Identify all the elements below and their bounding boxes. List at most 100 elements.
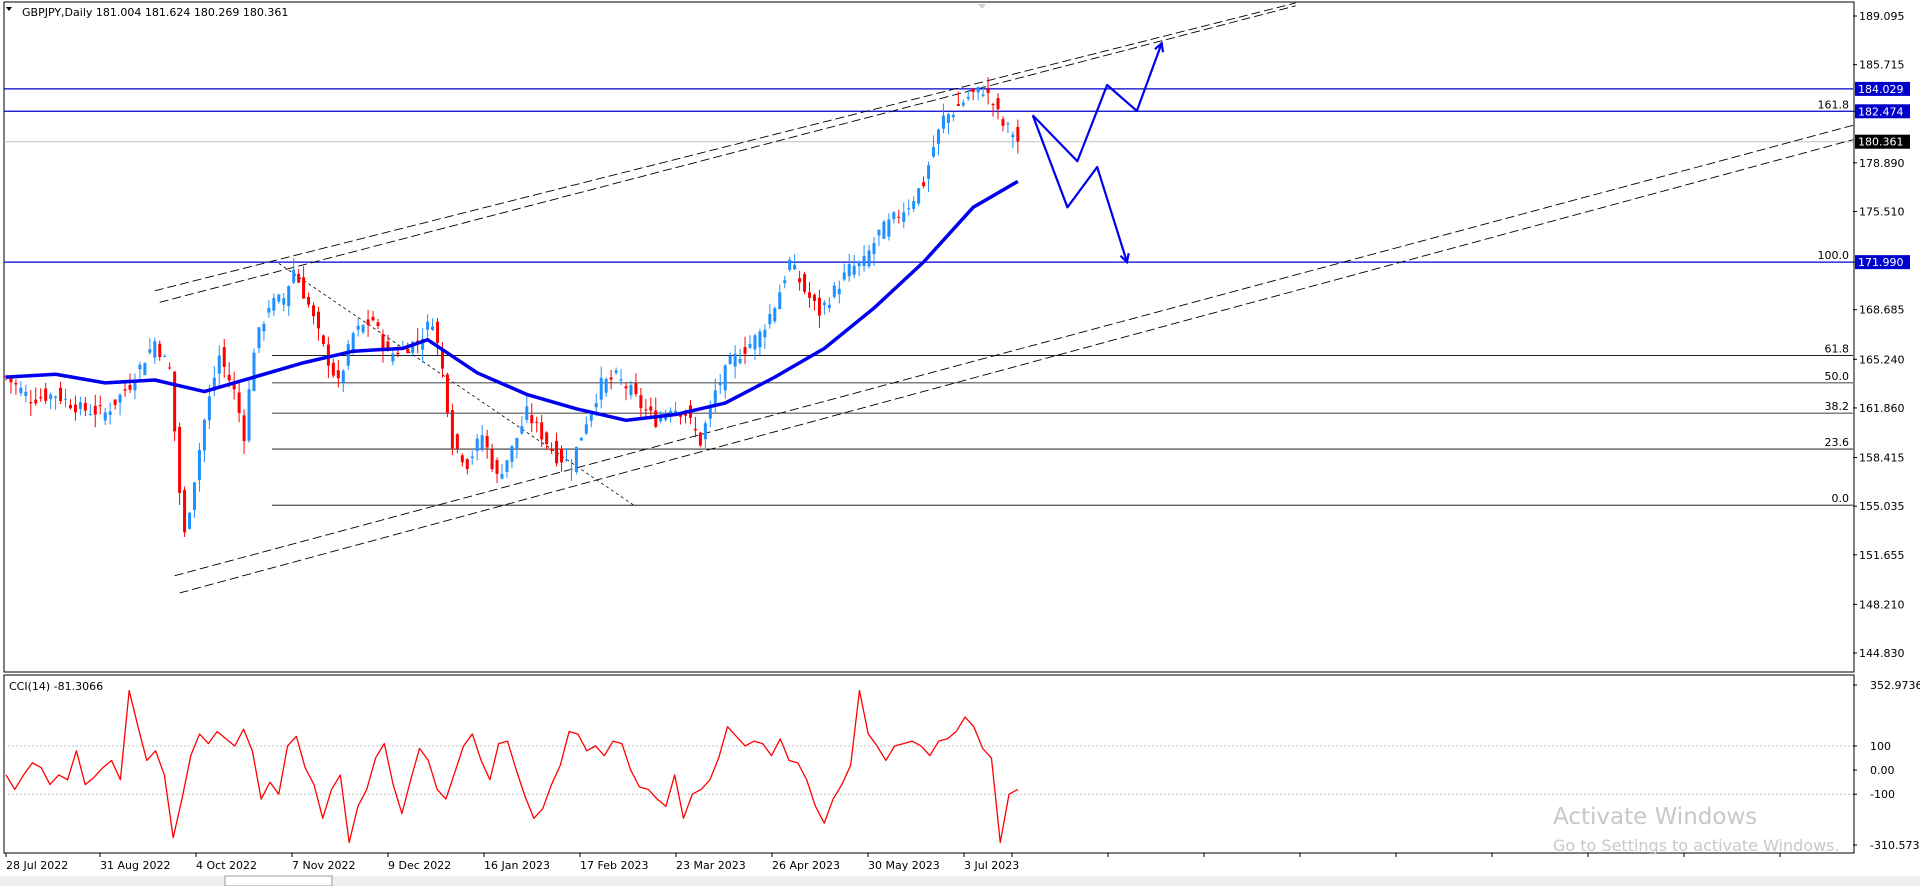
candle-body	[292, 269, 296, 283]
candle-body	[956, 103, 960, 106]
candle-body	[604, 378, 608, 393]
candle-body	[321, 335, 325, 344]
candle-body	[267, 307, 271, 313]
cci-indicator-area[interactable]	[3, 674, 1855, 854]
candle-body	[262, 324, 266, 332]
candle-body	[822, 302, 826, 305]
candle-body	[1016, 126, 1020, 142]
candle-body	[753, 335, 757, 350]
time-tick-label: 9 Dec 2022	[388, 859, 451, 872]
candle-body	[277, 294, 281, 302]
candle-body	[19, 387, 23, 394]
candle-body	[212, 377, 216, 391]
level-price-badge	[1855, 81, 1910, 96]
forecast-path	[1031, 42, 1163, 163]
candle-body	[227, 374, 231, 381]
candle-body	[817, 297, 821, 316]
candle-body	[396, 352, 400, 355]
channel-line[interactable]	[159, 5, 1296, 303]
time-tick-label: 3 Jul 2023	[964, 859, 1019, 872]
candle-body	[73, 404, 77, 413]
candle-body	[634, 383, 638, 394]
candle-body	[763, 329, 767, 338]
candle-body	[525, 406, 529, 420]
candle-body	[798, 278, 802, 283]
candle-body	[455, 434, 459, 449]
candle-body	[192, 482, 196, 511]
candle-body	[589, 411, 593, 421]
candle-body	[644, 409, 648, 411]
time-tick-label: 16 Jan 2023	[484, 859, 550, 872]
arrow-head-icon	[1119, 252, 1130, 265]
trend-channels[interactable]	[154, 2, 1854, 594]
cci-series-line	[5, 689, 1019, 844]
fib-level-label: 50.0	[1825, 370, 1850, 383]
channel-line[interactable]	[154, 2, 1296, 292]
candle-body	[168, 367, 172, 369]
time-tick-label: 7 Nov 2022	[292, 859, 355, 872]
candle-body	[693, 428, 697, 431]
time-tick-label: 23 Mar 2023	[676, 859, 746, 872]
candle-body	[877, 229, 881, 236]
channel-line[interactable]	[174, 124, 1854, 577]
candle-body	[966, 96, 970, 99]
candle-body	[217, 355, 221, 374]
level-price-badge-label: 171.990	[1858, 256, 1904, 269]
candle-body	[336, 370, 340, 379]
candle-body	[922, 182, 926, 187]
candle-body	[748, 343, 752, 348]
candle-body	[391, 353, 395, 362]
candle-body	[788, 259, 792, 270]
cci-tick-label: -100	[1870, 788, 1895, 801]
candle-body	[927, 165, 931, 179]
time-tick-label: 30 May 2023	[868, 859, 940, 872]
candle-body	[371, 316, 375, 321]
candle-body	[907, 208, 911, 210]
cci-tick-label: 0.00	[1870, 764, 1895, 777]
candle-body	[778, 292, 782, 310]
candle-body	[411, 341, 415, 353]
candle-body	[803, 273, 807, 292]
candle-body	[431, 326, 435, 331]
candle-body	[64, 398, 68, 400]
level-price-badge-label: 182.474	[1858, 105, 1904, 118]
candle-body	[574, 446, 578, 472]
candle-body	[445, 374, 449, 413]
candle-body	[242, 415, 246, 442]
bottom-tab-bar[interactable]	[0, 876, 1920, 886]
candle-body	[297, 273, 301, 283]
price-tick-label: 155.035	[1859, 500, 1905, 513]
candle-body	[341, 370, 345, 383]
moving-average	[5, 179, 1019, 423]
time-tick-label: 26 Apr 2023	[772, 859, 840, 872]
candle-body	[153, 341, 157, 358]
cci-title: CCI(14) -81.3066	[9, 680, 103, 693]
tab-gbpjpy[interactable]	[224, 875, 333, 886]
activate-windows-title: Activate Windows	[1553, 804, 1757, 830]
candle-body	[827, 304, 831, 308]
main-chart-area[interactable]	[3, 1, 1855, 673]
candle-body	[951, 114, 955, 118]
candle-body	[490, 449, 494, 470]
candle-body	[272, 298, 276, 311]
candle-body	[163, 356, 167, 358]
candle-body	[530, 415, 534, 424]
moving-average-line	[5, 179, 1019, 423]
price-tick-label: 161.860	[1859, 402, 1905, 415]
candle-body	[733, 353, 737, 367]
triangle-down-icon[interactable]	[6, 7, 12, 11]
candle-body	[986, 89, 990, 94]
time-tick-label: 4 Oct 2022	[196, 859, 257, 872]
scroll-marker-icon[interactable]	[978, 4, 986, 9]
candle-body	[188, 512, 192, 529]
level-price-badge	[1855, 255, 1910, 270]
candle-body	[222, 347, 226, 367]
candle-body	[579, 437, 583, 441]
candle-body	[971, 88, 975, 93]
candle-body	[475, 438, 479, 451]
cci-tick-label: 352.9736	[1870, 679, 1920, 692]
candle-body	[128, 385, 132, 390]
channel-line[interactable]	[179, 139, 1854, 594]
candle-body	[421, 338, 425, 350]
